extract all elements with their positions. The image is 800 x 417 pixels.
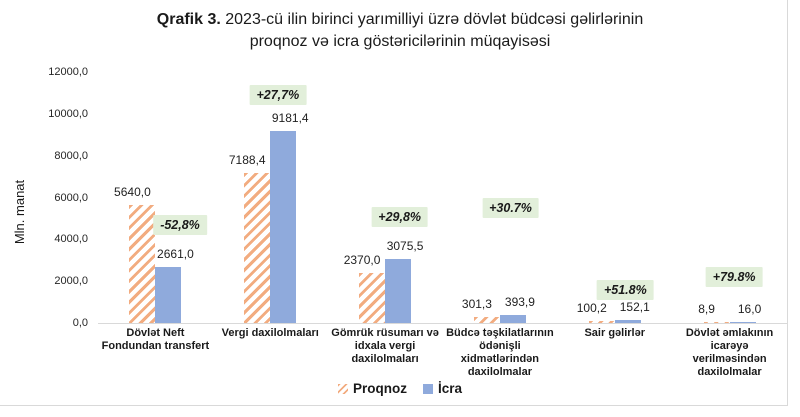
change-percent-badge: -52,8%: [153, 215, 207, 235]
icra-bar: [155, 267, 182, 323]
proqnoz-bar: [473, 317, 500, 323]
change-percent-badge: +79.8%: [705, 267, 763, 287]
proqnoz-bar-value-label: 7188,4: [228, 153, 266, 167]
chart-title-prefix: Qrafik 3.: [156, 11, 221, 28]
chart-frame-bottom-border: [0, 405, 788, 406]
change-percent-badge: +30.7%: [482, 198, 539, 218]
change-percent-badge: +29,8%: [371, 207, 429, 227]
category-label: Sair gəlirlər: [584, 327, 646, 339]
icra-bar: [729, 322, 756, 323]
category-label: Vergi daxilolmaları: [221, 327, 319, 339]
icra-solid-swatch-icon: [422, 383, 433, 394]
icra-bar: [499, 315, 526, 323]
category-label: Gömrük rüsumarı və idxala vergi daxilolm…: [331, 327, 439, 365]
legend: Proqnoz İcra: [0, 381, 800, 396]
proqnoz-bar: [359, 273, 386, 323]
proqnoz-bar: [703, 322, 730, 323]
icra-bar-value-label: 2661,0: [157, 247, 194, 261]
icra-bar: [614, 320, 641, 323]
bar-group: 8,9 16,0 +79.8%: [672, 72, 787, 323]
change-percent-badge: +27,7%: [249, 85, 307, 105]
category-label: Dövlət Neft Fondundan transfert: [101, 327, 210, 352]
icra-bar-value-label: 9181,4: [271, 111, 309, 125]
y-tick-label: 2000,0: [54, 275, 88, 288]
bar-group: 2370,0 3075,5 +29,8%: [328, 72, 443, 323]
chart-title-line1: Qrafik 3. 2023-cü ilin birinci yarımilli…: [0, 9, 800, 31]
proqnoz-bar: [244, 173, 271, 323]
y-tick-label: 4000,0: [54, 233, 88, 246]
bar-group: 301,3 393,9 +30.7%: [443, 72, 558, 323]
chart-title-line2: proqnoz və icra göstəricilərinin müqayis…: [249, 32, 551, 50]
plot-area: 5640,0 2661,0 -52,8% 7188,4 9181,4 +27,7% 2370…: [98, 72, 787, 324]
proqnoz-bar-value-label: 301,3: [461, 297, 492, 311]
icra-bar-value-label: 3075,5: [386, 239, 424, 253]
y-tick-label: 6000,0: [54, 191, 88, 204]
category-label: Büdcə təşkilatlarının ödənişli xidmətlər…: [446, 327, 554, 378]
icra-bar-value-label: 393,9: [504, 295, 535, 309]
bar-group: 7188,4 9181,4 +27,7%: [213, 72, 328, 323]
y-tick-label: 8000,0: [54, 149, 88, 162]
proqnoz-bar-value-label: 100,2: [576, 301, 607, 315]
icra-bar-value-label: 16,0: [737, 302, 762, 316]
proqnoz-bar-value-label: 8,9: [698, 302, 715, 316]
icra-bar: [270, 131, 297, 323]
y-tick-label: 12000,0: [48, 66, 88, 78]
icra-bar-value-label: 152,1: [619, 300, 650, 314]
chart-title-line1-rest: 2023-cü ilin birinci yarımilliyi üzrə dö…: [220, 11, 644, 28]
y-tick-label: 0,0: [72, 317, 88, 329]
icra-bar: [385, 259, 412, 323]
chart-frame-right-border: [787, 0, 788, 406]
chart-title: Qrafik 3. 2023-cü ilin birinci yarımilli…: [0, 9, 800, 52]
y-tick-label: 10000,0: [48, 107, 88, 120]
legend-item-icra: İcra: [422, 381, 463, 396]
proqnoz-bar: [588, 321, 615, 323]
y-axis-title: Mln. manat: [12, 179, 27, 245]
legend-label-proqnoz: Proqnoz: [352, 381, 407, 396]
proqnoz-bar-value-label: 5640,0: [114, 185, 151, 199]
proqnoz-bar: [129, 205, 156, 323]
category-label: Dövlət əmlakının icarəyə verilməsindən d…: [685, 327, 774, 378]
change-percent-badge: +51.8%: [596, 280, 654, 300]
bar-group: 100,2 152,1 +51.8%: [557, 72, 672, 323]
legend-item-proqnoz: Proqnoz: [337, 381, 407, 396]
proqnoz-bar-value-label: 2370,0: [343, 253, 381, 267]
legend-label-icra: İcra: [437, 381, 463, 396]
proqnoz-hatch-swatch-icon: [337, 383, 348, 394]
bar-group: 5640,0 2661,0 -52,8%: [98, 72, 213, 323]
